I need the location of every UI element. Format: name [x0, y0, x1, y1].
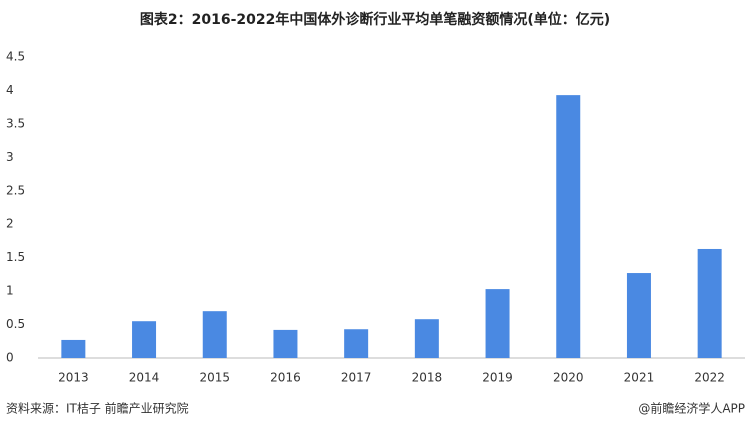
y-tick-label: 1.5: [6, 250, 25, 264]
chart-title: 图表2：2016-2022年中国体外诊断行业平均单笔融资额情况(单位：亿元): [140, 11, 610, 28]
y-tick-label: 3: [6, 150, 14, 164]
y-tick-label: 4.5: [6, 50, 25, 64]
y-tick-label: 2.5: [6, 183, 25, 197]
x-tick-label: 2018: [412, 371, 443, 385]
x-tick-label: 2016: [270, 371, 301, 385]
x-tick-label: 2015: [199, 371, 230, 385]
bar: [203, 311, 227, 358]
x-tick-label: 2014: [129, 371, 160, 385]
bar: [415, 319, 439, 358]
x-tick-label: 2020: [553, 371, 584, 385]
y-tick-label: 0.5: [6, 317, 25, 331]
x-tick-label: 2021: [624, 371, 655, 385]
bar: [132, 321, 156, 358]
x-tick-label: 2022: [694, 371, 725, 385]
source-note: 资料来源：IT桔子 前瞻产业研究院: [6, 401, 189, 416]
x-tick-label: 2013: [58, 371, 89, 385]
y-tick-label: 2: [6, 217, 14, 231]
y-tick-label: 4: [6, 83, 14, 97]
bar: [698, 249, 722, 358]
credit: @前瞻经济学人APP: [638, 401, 745, 416]
bar: [273, 330, 297, 358]
x-tick-label: 2019: [482, 371, 513, 385]
bar: [61, 340, 85, 358]
chart: 图表2：2016-2022年中国体外诊断行业平均单笔融资额情况(单位：亿元) 资…: [0, 0, 751, 429]
bar: [344, 329, 368, 358]
bar: [627, 273, 651, 358]
bar: [486, 289, 510, 358]
x-tick-label: 2017: [341, 371, 372, 385]
y-tick-label: 3.5: [6, 116, 25, 130]
bar: [556, 95, 580, 358]
y-tick-label: 1: [6, 284, 14, 298]
y-tick-label: 0: [6, 351, 14, 365]
